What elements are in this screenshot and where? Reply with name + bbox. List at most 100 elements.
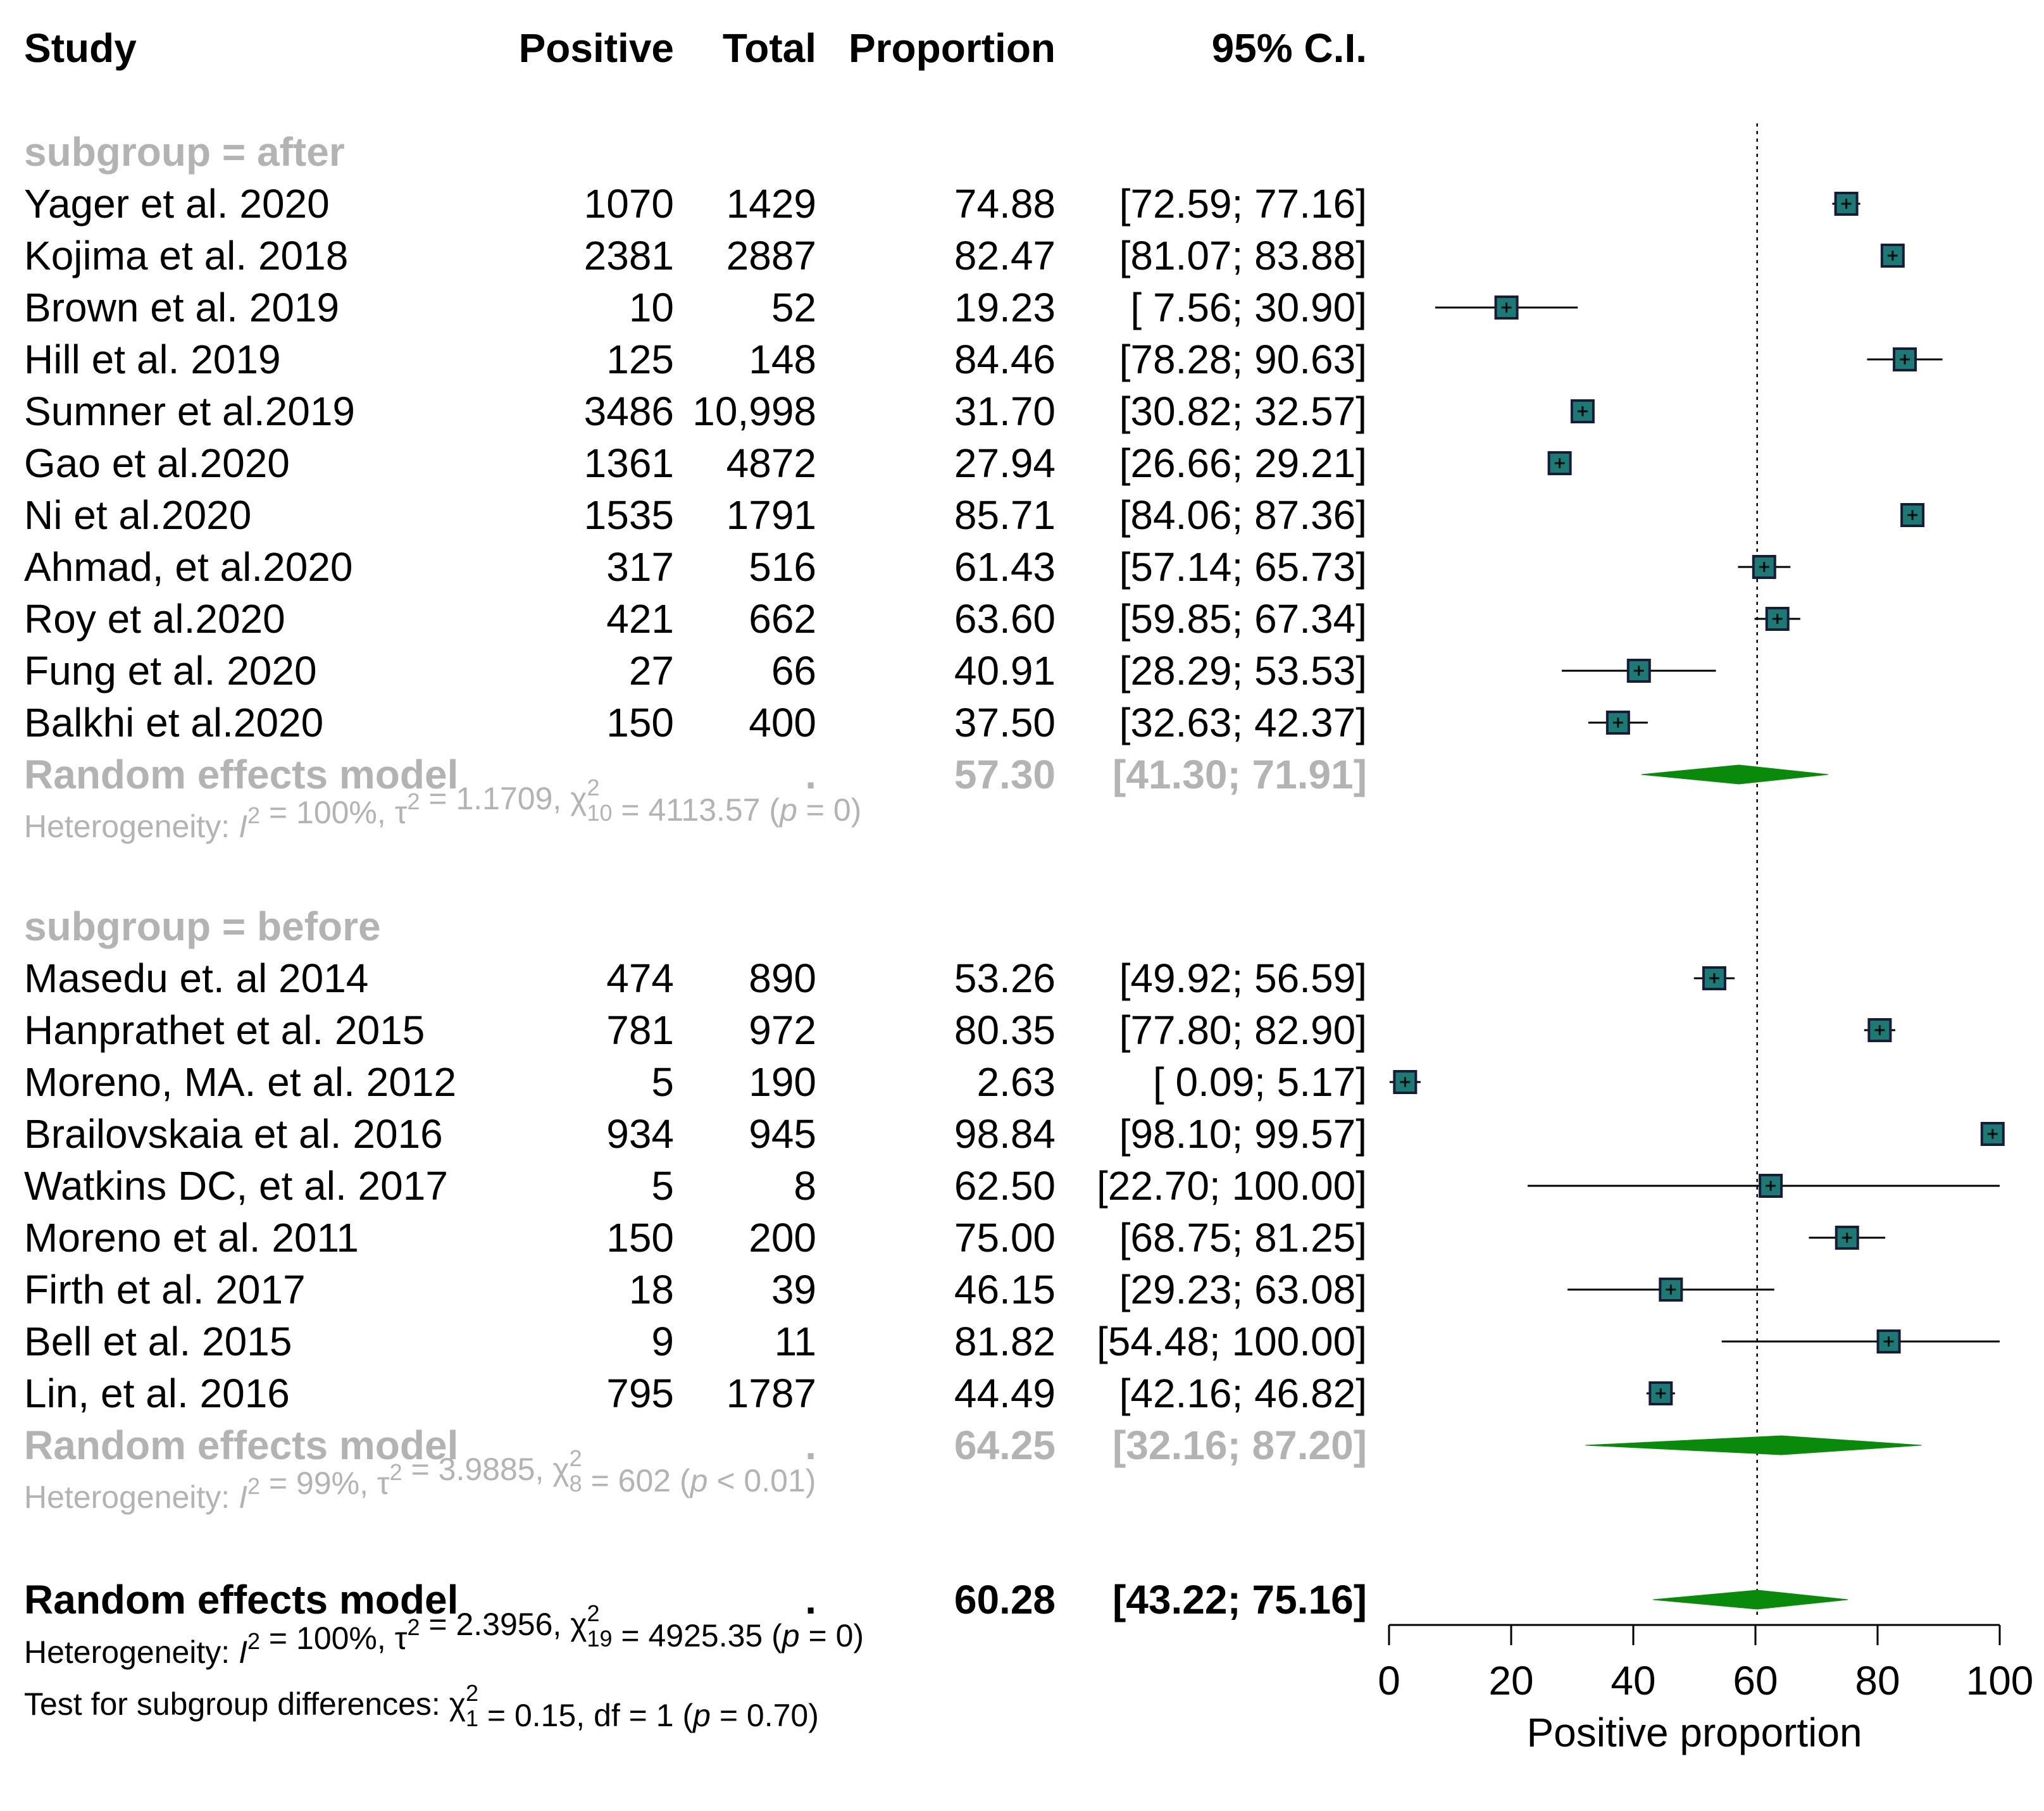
x-tick-label: 100 [1966,1658,2034,1703]
model-proportion: 60.28 [954,1577,1056,1622]
positive-count: 1535 [584,492,674,538]
positive-count: 5 [651,1059,674,1105]
positive-count: 1070 [584,181,674,227]
proportion-value: 74.88 [954,181,1056,227]
positive-count: 10 [629,285,674,330]
table-row: Ni et al.2020 1535 1791 85.71 [84.06; 87.36] [24,492,1367,538]
ci-value: [77.80; 82.90] [1119,1007,1367,1053]
subgroup-label: subgroup = after [24,129,345,175]
model-dot: . [805,752,816,797]
ci-value: [68.75; 81.25] [1119,1215,1367,1260]
positive-count: 5 [651,1163,674,1209]
study-marker [1980,1122,2005,1146]
table-row: Gao et al.2020 1361 4872 27.94 [26.66; 29.21… [24,440,1367,486]
total-count: 890 [749,955,816,1001]
table-rows: subgroup = after Yager et al. 2020 1070 142… [24,129,1367,1733]
header-ci: 95% C.I. [1212,25,1367,71]
subgroup-model-row: Random effects model. 64.25 [32.16; 87.20] [24,1422,1367,1468]
table-row: Watkins DC, et al. 2017 5 8 62.50 [22.70; 10… [24,1163,1367,1209]
proportion-value: 31.70 [954,389,1056,434]
proportion-value: 37.50 [954,700,1056,745]
overall-model-row: Random effects model. 60.28 [43.22; 75.16] [24,1577,1367,1622]
ci-value: [81.07; 83.88] [1119,233,1367,278]
subgroup-label: subgroup = before [24,904,381,949]
study-name: Ni et al.2020 [24,492,251,538]
total-count: 11 [775,1319,816,1364]
study-name: Hill et al. 2019 [24,337,281,382]
study-marker [1626,659,1651,683]
study-name: Moreno et al. 2011 [24,1215,359,1260]
table-row: Lin, et al. 2016 795 1787 44.49 [42.16; 46.8… [24,1371,1367,1416]
total-count: 972 [749,1007,816,1053]
model-label: Random effects model [24,1577,458,1622]
ci-value: [ 0.09; 5.17] [1153,1059,1367,1105]
x-tick-label: 60 [1733,1658,1778,1703]
proportion-value: 19.23 [954,285,1056,330]
model-label: Random effects model [24,752,458,797]
table-row: Sumner et al.2019 3486 10,998 31.70 [30.82; … [24,389,1367,434]
table-row: Kojima et al. 2018 2381 2887 82.47 [81.07; 8… [24,233,1367,278]
study-name: Moreno, MA. et al. 2012 [24,1059,456,1105]
study-name: Hanprathet et al. 2015 [24,1007,425,1053]
table-row: Roy et al.2020 421 662 63.60 [59.85; 67.34] [24,596,1367,642]
table-row: Hill et al. 2019 125 148 84.46 [78.28; 90.63… [24,337,1367,382]
table-row: Firth et al. 2017 18 39 46.15 [29.23; 63.08] [24,1267,1367,1312]
positive-count: 317 [606,544,674,590]
study-name: Kojima et al. 2018 [24,233,348,278]
subgroup-heterogeneity: Heterogeneity: I2 = 99%, τ2 = 3.9885, χ2… [24,1445,816,1515]
model-dot: . [805,1422,816,1468]
proportion-value: 98.84 [954,1111,1056,1157]
ci-value: [42.16; 46.82] [1119,1371,1367,1416]
total-count: 1429 [726,181,816,227]
study-marker [1759,1174,1783,1198]
total-count: 1791 [726,492,816,538]
positive-count: 150 [606,1215,674,1260]
study-name: Balkhi et al.2020 [24,700,323,745]
study-name: Sumner et al.2019 [24,389,355,434]
total-count: 200 [749,1215,816,1260]
positive-count: 125 [606,337,674,382]
overall-heterogeneity: Heterogeneity: I2 = 100%, τ2 = 2.3956, χ… [24,1600,864,1670]
header-total: Total [723,25,816,71]
proportion-value: 61.43 [954,544,1056,590]
model-label: Random effects model [24,1422,458,1468]
subgroup-model-row: Random effects model. 57.30 [41.30; 71.91] [24,752,1367,797]
ci-value: [84.06; 87.36] [1119,492,1367,538]
total-count: 10,998 [692,389,816,434]
ci-value: [49.92; 56.59] [1119,955,1367,1001]
header-study: Study [24,25,137,71]
plot-area: 0 20 40 60 80 100 Positive proportion [1378,123,2033,1755]
study-name: Brailovskaia et al. 2016 [24,1111,443,1157]
overall-diamond [1653,1590,1848,1610]
proportion-value: 75.00 [954,1215,1056,1260]
study-name: Masedu et. al 2014 [24,955,368,1001]
proportion-value: 82.47 [954,233,1056,278]
study-marker [1605,711,1630,735]
total-count: 8 [794,1163,816,1209]
total-count: 4872 [726,440,816,486]
proportion-value: 2.63 [976,1059,1056,1105]
positive-count: 2381 [584,233,674,278]
table-row: Brown et al. 2019 10 52 19.23 [ 7.56; 30.90] [24,285,1367,330]
subgroup-heterogeneity: Heterogeneity: I2 = 100%, τ2 = 1.1709, χ… [24,775,861,844]
header-proportion: Proportion [849,25,1056,71]
table-row: Fung et al. 2020 27 66 40.91 [28.29; 53.53] [24,648,1367,694]
proportion-value: 53.26 [954,955,1056,1001]
positive-count: 1361 [584,440,674,486]
total-count: 400 [749,700,816,745]
ci-value: [78.28; 90.63] [1119,337,1367,382]
study-name: Yager et al. 2020 [24,181,330,227]
proportion-value: 63.60 [954,596,1056,642]
ci-value: [54.48; 100.00] [1097,1319,1367,1364]
ci-value: [30.82; 32.57] [1119,389,1367,434]
x-tick-label: 40 [1611,1658,1655,1703]
study-marker [1900,503,1925,527]
x-tick-label: 20 [1488,1658,1533,1703]
table-row: Bell et al. 2015 9 11 81.82 [54.48; 100.00] [24,1319,1367,1364]
model-proportion: 64.25 [954,1422,1056,1468]
study-name: Watkins DC, et al. 2017 [24,1163,448,1209]
total-count: 662 [749,596,816,642]
total-count: 2887 [726,233,816,278]
total-count: 945 [749,1111,816,1157]
